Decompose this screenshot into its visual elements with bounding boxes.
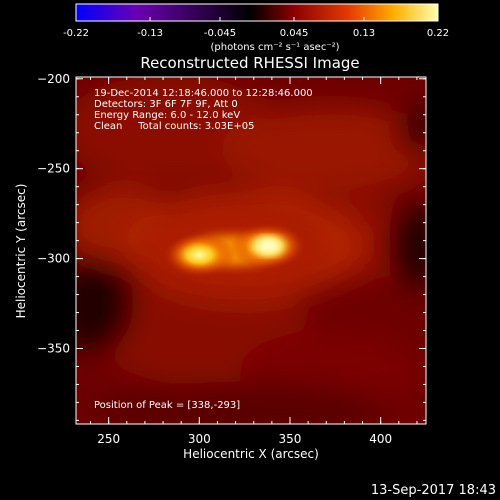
footer-timestamp: 13-Sep-2017 18:43: [371, 483, 496, 498]
annotation-time-range: 19-Dec-2014 12:18:46.000 to 12:28:46.000: [94, 88, 313, 99]
x-tick-label-0: 250: [97, 432, 120, 446]
annotation-energy-range: Energy Range: 6.0 - 12.0 keV: [94, 110, 240, 121]
annotation-detectors: Detectors: 3F 6F 7F 9F, Att 0: [94, 99, 238, 110]
y-tick-label-0: −200: [37, 72, 70, 86]
x-axis-label: Heliocentric X (arcsec): [183, 447, 319, 461]
y-tick-label-1: −250: [37, 162, 70, 176]
image-area: [76, 77, 426, 424]
colorbar-tick-label-1: -0.13: [137, 28, 163, 39]
annotation-peak-position: Position of Peak = [338,-293]: [94, 400, 240, 411]
y-tick-label-2: −300: [37, 252, 70, 266]
x-tick-label-1: 300: [188, 432, 211, 446]
y-axis: −200 −250 −300 −350: [37, 72, 426, 421]
y-axis-label: Heliocentric Y (arcsec): [14, 184, 28, 319]
x-tick-label-2: 350: [279, 432, 302, 446]
colorbar-ticks: -0.22 -0.13 -0.045 0.045 0.13 0.22: [63, 17, 449, 39]
peak-marker: [254, 238, 283, 255]
colorbar-tick-label-0: -0.22: [63, 28, 89, 39]
chart-title: Reconstructed RHESSI Image: [140, 54, 359, 72]
source-layer: [129, 195, 339, 306]
colorbar-tick-label-3: 0.045: [280, 28, 309, 39]
x-tick-label-3: 400: [369, 432, 392, 446]
colorbar-tick-label-4: 0.13: [353, 28, 375, 39]
annotation-clean-counts: Clean Total counts: 3.03E+05: [94, 121, 254, 132]
plot-frame: [75, 76, 427, 425]
y-tick-label-3: −350: [37, 341, 70, 355]
source-kernel-1: [163, 232, 236, 278]
x-axis: 250 300 350 400: [90, 77, 418, 446]
colorbar-tick-label-2: -0.045: [204, 28, 236, 39]
colorbar: [75, 3, 439, 22]
colorbar-unit-label: (photons cm⁻² s⁻¹ asec⁻²): [210, 42, 339, 53]
colorbar-tick-label-5: 0.22: [427, 28, 449, 39]
